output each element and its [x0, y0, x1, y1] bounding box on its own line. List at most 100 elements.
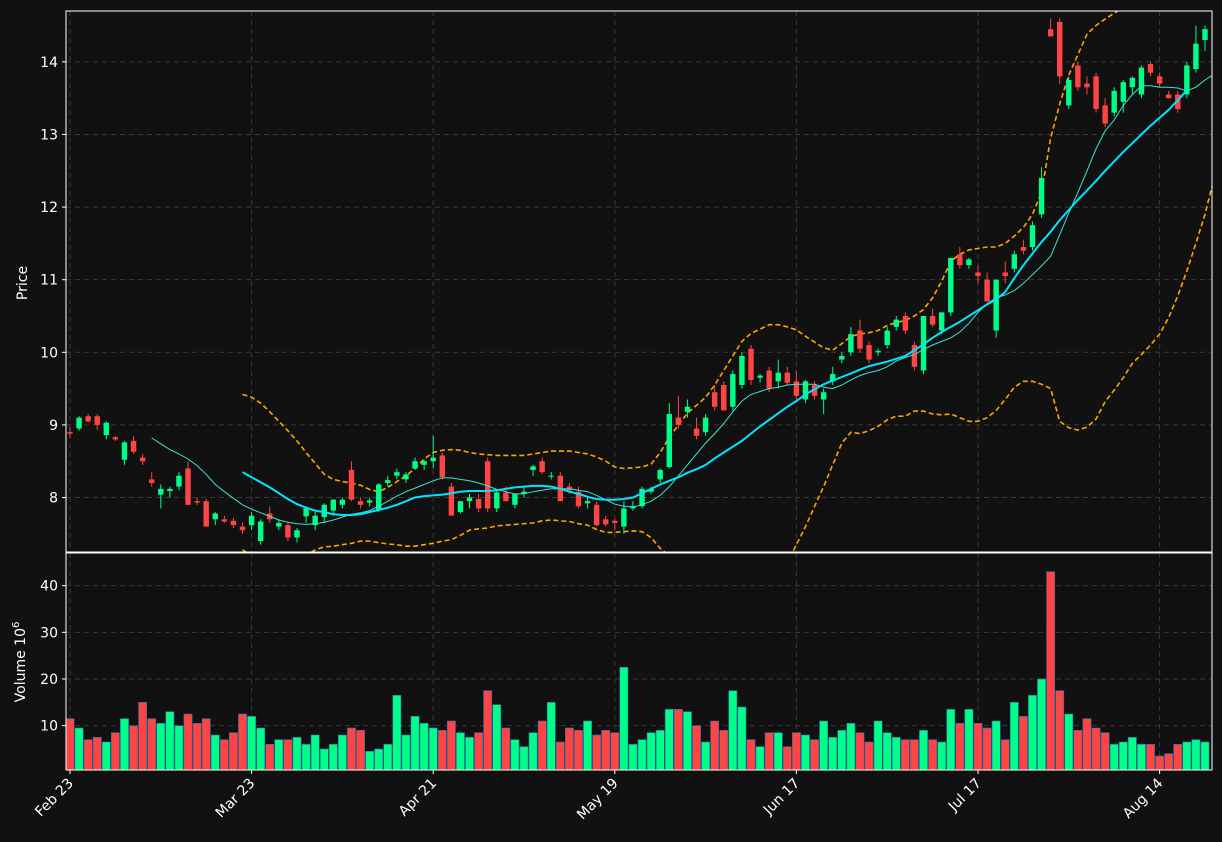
volume-bar [283, 739, 293, 770]
candle-body [257, 521, 264, 542]
volume-bar [791, 732, 801, 770]
volume-bar [655, 730, 665, 770]
volume-bar [437, 730, 447, 770]
volume-bar [646, 732, 656, 770]
volume-bar [392, 695, 402, 770]
candle-body [1102, 105, 1108, 124]
candle-body [421, 461, 427, 465]
price-y-tick-label: 13 [40, 127, 58, 143]
candle-body [875, 350, 881, 353]
candle-body [457, 501, 464, 513]
volume-bar [991, 720, 1001, 770]
candle-body [239, 526, 246, 531]
volume-bar [465, 737, 474, 770]
volume-bar [810, 739, 819, 770]
volume-bar [710, 720, 720, 770]
candle-body [866, 345, 872, 360]
volume-bar [1118, 741, 1128, 770]
volume-bar [592, 734, 602, 770]
volume-bar [1009, 702, 1019, 770]
volume-bar [828, 737, 838, 770]
volume-bar [74, 727, 84, 770]
candle-body [993, 279, 999, 331]
candle-body [730, 374, 736, 407]
volume-bar [156, 723, 166, 770]
volume-bar [66, 718, 75, 770]
upper-band-line [242, 11, 1120, 493]
volume-bar [519, 746, 529, 770]
candle-body [766, 370, 772, 389]
volume-bar [419, 723, 429, 770]
volume-bar [755, 746, 765, 770]
price-panel: 8 9 10 11 12 13 14 Price [15, 10, 1213, 553]
candle-body [948, 257, 954, 313]
candle-body [357, 501, 364, 505]
volume-bar [192, 723, 202, 770]
candle-body [494, 492, 500, 509]
candle-body [448, 486, 455, 516]
volume-bar [428, 727, 438, 770]
volume-bar [701, 741, 710, 770]
candle-body [584, 501, 591, 504]
price-panel-frame [65, 10, 1213, 553]
price-y-axis-label: Price [15, 266, 31, 300]
ma-fast-line [151, 74, 1212, 525]
candle-body [739, 355, 745, 385]
volume-bar [319, 748, 329, 770]
price-series-area [67, 11, 1212, 552]
candle-body [185, 468, 191, 505]
volume-bar [410, 716, 420, 770]
candle-body [412, 461, 418, 469]
volume-bar [219, 739, 229, 770]
volume-bar [174, 725, 184, 770]
candle-body [230, 520, 237, 526]
price-y-tick-label: 11 [40, 273, 58, 289]
volume-bar [301, 744, 311, 770]
volume-bar [1073, 730, 1083, 770]
candle-body [221, 519, 228, 522]
volume-bars [66, 571, 1210, 770]
volume-bar [238, 713, 247, 770]
volume-bar [728, 690, 738, 770]
candle-body [403, 474, 409, 480]
candle-body [1084, 83, 1090, 88]
candle-body [85, 416, 91, 422]
volume-bar [1127, 737, 1137, 770]
candle-body [1202, 29, 1208, 41]
candle-body [820, 392, 827, 400]
candle-body [1066, 79, 1072, 106]
volume-bar [574, 730, 583, 770]
candle-body [67, 432, 73, 434]
volume-y-axis-label-exponent: 6 [11, 622, 22, 628]
candle-body [975, 272, 981, 277]
volume-bar [1137, 744, 1146, 770]
candle-body [784, 372, 791, 383]
candle-body [693, 428, 700, 436]
candle-body [684, 406, 691, 412]
candle-body [757, 375, 763, 378]
candle-body [666, 414, 672, 468]
candle-body [484, 461, 491, 509]
candle-body [149, 479, 155, 484]
candle-body [1002, 272, 1008, 277]
volume-bar [1146, 744, 1155, 770]
volume-bar [891, 737, 901, 770]
candle-body [203, 501, 209, 527]
candle-body [539, 461, 545, 473]
volume-bar [737, 706, 747, 770]
candle-body [339, 499, 346, 505]
volume-bar [1091, 727, 1101, 770]
candle-body [330, 499, 337, 511]
volume-bar [537, 720, 547, 770]
candle-body [548, 475, 554, 477]
volume-bar [337, 734, 347, 770]
candle-body [1184, 65, 1190, 95]
volume-bar [1200, 741, 1210, 770]
volume-bar [446, 720, 456, 770]
volume-bar [746, 739, 756, 770]
volume-bar [873, 720, 883, 770]
candle-body [385, 480, 391, 484]
volume-bar [247, 716, 256, 770]
volume-bar [664, 709, 674, 770]
candle-body [612, 520, 618, 523]
